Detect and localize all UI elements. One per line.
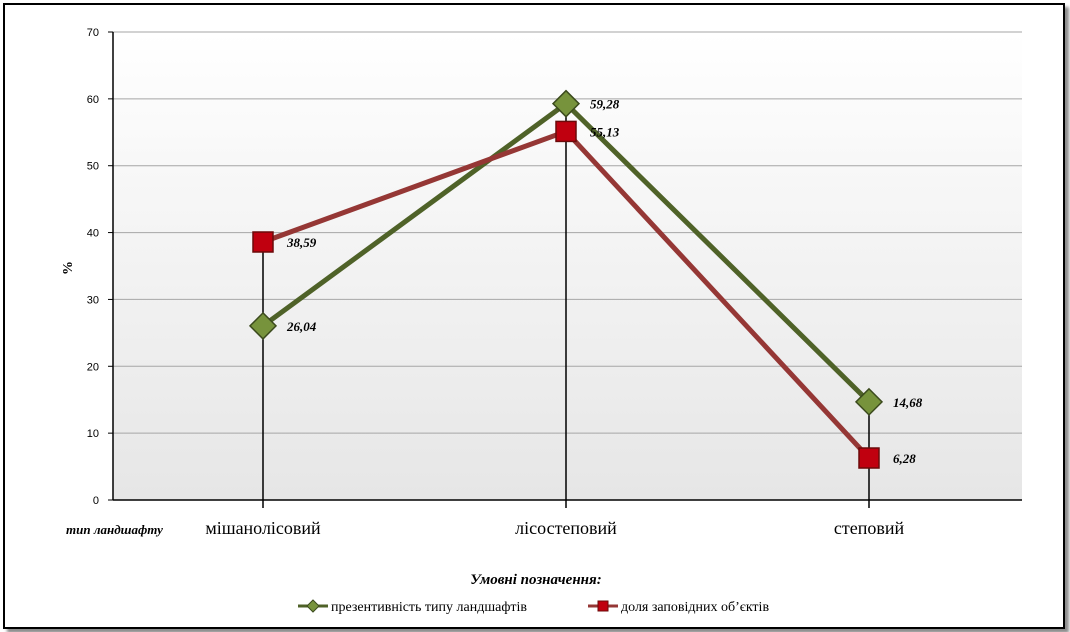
data-point-square	[858, 447, 880, 469]
data-label: 59,28	[590, 97, 620, 112]
legend-entry-label: презентивність типу ландшафтів	[331, 600, 527, 615]
data-label: 14,68	[893, 395, 923, 410]
legend-entry-label: доля заповідних об’єктів	[621, 600, 769, 615]
data-point-diamond	[551, 89, 581, 118]
data-label: 38,59	[286, 235, 317, 250]
legend-title: Умовні позначення:	[470, 572, 601, 588]
data-label: 26,04	[286, 319, 317, 334]
y-tick-label: 50	[87, 161, 99, 173]
data-label: 55,13	[590, 124, 620, 139]
data-point-square	[252, 231, 274, 253]
y-tick-label: 20	[87, 361, 99, 373]
series-group	[248, 89, 884, 469]
category-labels: мішанолісовий лісостеповий степовий	[205, 518, 904, 538]
category-label: мішанолісовий	[205, 518, 321, 538]
y-tick-label: 30	[87, 294, 99, 306]
y-tick-label: 40	[87, 228, 99, 240]
data-point-square	[555, 120, 577, 143]
data-labels: 26,04 59,28 14,68 38,59 55,13 6,28	[286, 97, 923, 466]
y-tick-label: 0	[93, 495, 99, 507]
category-label: степовий	[834, 518, 905, 538]
data-point-diamond	[248, 311, 278, 340]
data-point-diamond	[854, 387, 884, 416]
y-tick-label: 10	[87, 428, 99, 440]
y-axis-ticks: 0 10 20 30 40 50 60 70	[87, 27, 113, 507]
x-axis-name: тип ландшафту	[66, 522, 163, 537]
axes	[112, 32, 1022, 501]
legend-marker-square	[597, 600, 609, 612]
y-tick-label: 70	[87, 27, 99, 39]
y-axis-label: %	[61, 261, 76, 275]
category-label: лісостеповий	[515, 518, 617, 538]
y-tick-label: 60	[87, 94, 99, 106]
legend: презентивність типу ландшафтів доля запов…	[298, 599, 769, 615]
legend-marker-diamond	[306, 599, 320, 613]
data-label: 6,28	[893, 451, 916, 466]
